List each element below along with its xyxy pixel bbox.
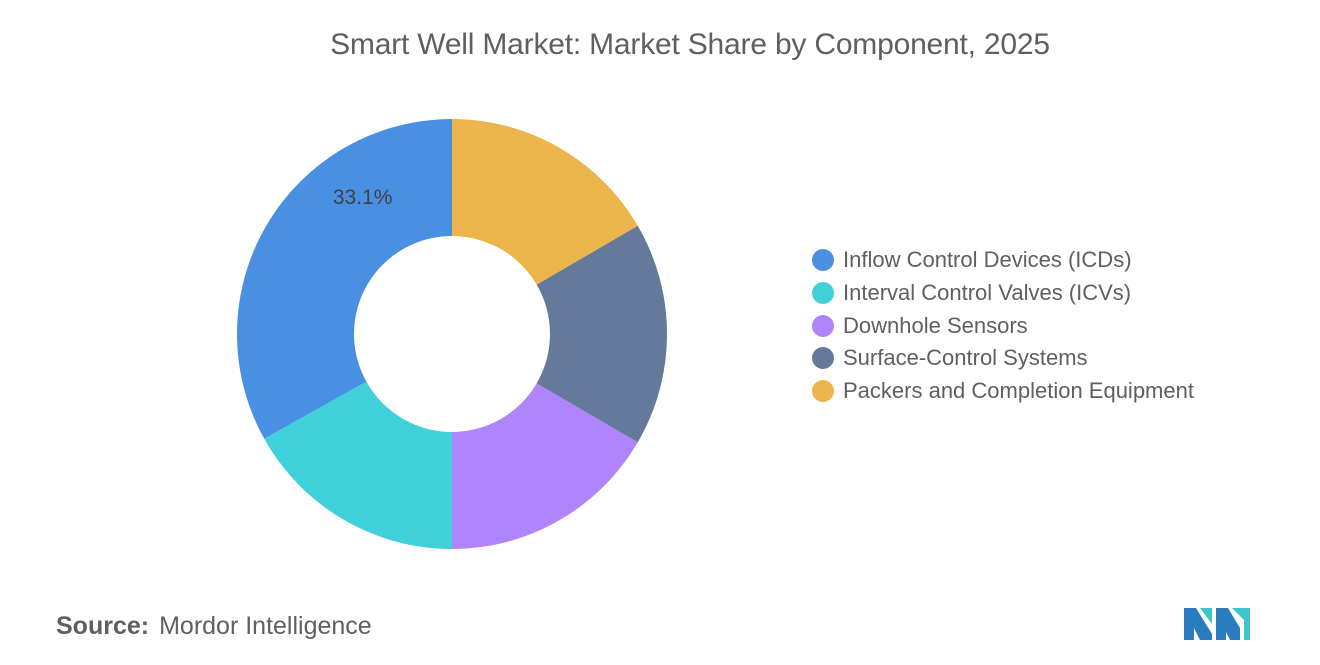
mordor-intelligence-logo-icon <box>1184 608 1250 640</box>
source-label: Source: <box>56 612 150 640</box>
chart-legend: Inflow Control Devices (ICDs) Interval Co… <box>812 244 1194 407</box>
slice-interval-control-valves-icvs <box>264 381 452 549</box>
legend-label: Surface-Control Systems <box>843 345 1088 371</box>
legend-item-interval-control-valves-icvs: Interval Control Valves (ICVs) <box>812 277 1194 310</box>
legend-label: Inflow Control Devices (ICDs) <box>843 247 1132 273</box>
chart-title: Smart Well Market: Market Share by Compo… <box>330 28 1050 61</box>
legend-item-inflow-control-devices-icds: Inflow Control Devices (ICDs) <box>812 244 1194 277</box>
source-value: Mordor Intelligence <box>159 612 372 640</box>
slice-packers-and-completion-equipment <box>452 119 638 285</box>
legend-item-packers-and-completion-equipment: Packers and Completion Equipment <box>812 375 1194 408</box>
legend-label: Downhole Sensors <box>843 312 1028 338</box>
source-note: Source: Mordor Intelligence <box>56 612 372 641</box>
legend-swatch <box>812 314 834 337</box>
slice-downhole-sensors <box>452 383 638 549</box>
legend-item-surface-control-systems: Surface-Control Systems <box>812 342 1194 375</box>
legend-label: Interval Control Valves (ICVs) <box>843 280 1132 306</box>
data-label-inflow-control-devices-icds: 33.1% <box>333 186 393 209</box>
slice-surface-control-systems <box>536 225 667 443</box>
legend-label: Packers and Completion Equipment <box>843 378 1194 404</box>
legend-swatch <box>812 282 834 305</box>
legend-swatch <box>812 347 834 370</box>
legend-item-downhole-sensors: Downhole Sensors <box>812 309 1194 342</box>
legend-swatch <box>812 380 834 403</box>
slice-inflow-control-devices-icds <box>236 119 452 439</box>
legend-swatch <box>812 249 834 272</box>
